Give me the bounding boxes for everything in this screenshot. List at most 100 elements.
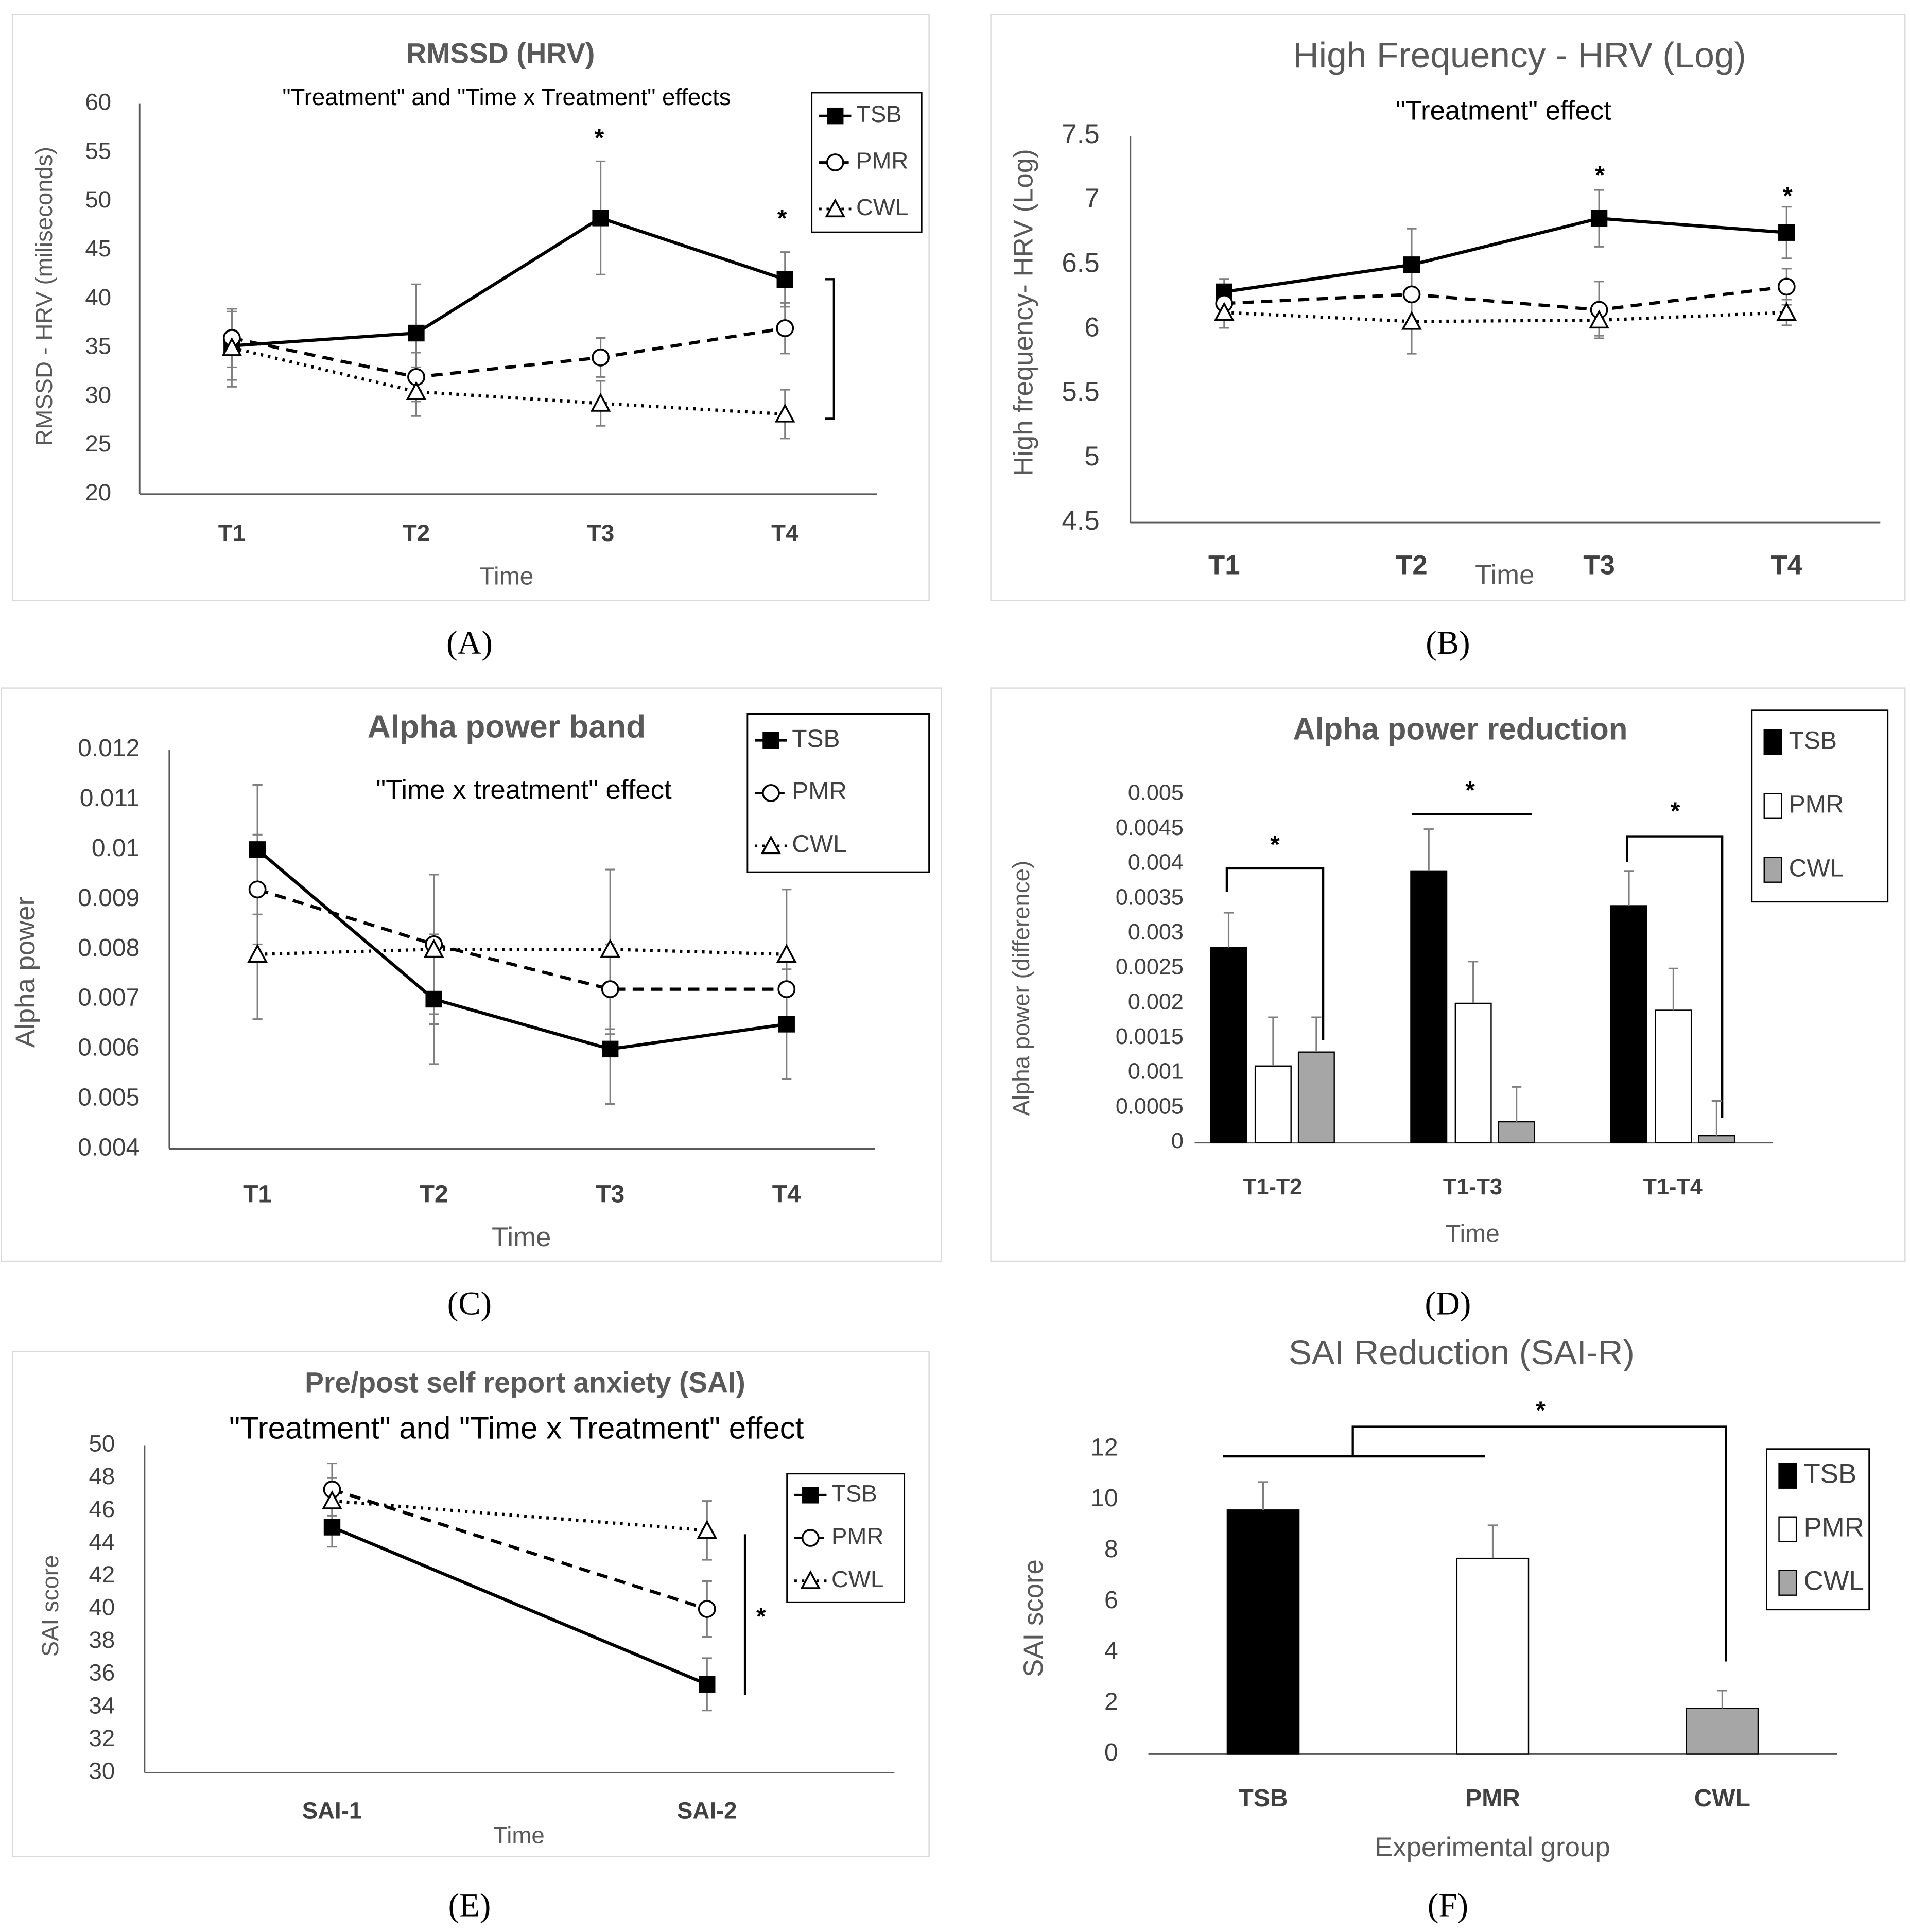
y-tick-label: 50 — [89, 1431, 115, 1457]
y-tick-label: 0.012 — [78, 735, 140, 762]
series-line — [231, 346, 785, 416]
x-tick-label: PMR — [1465, 1785, 1520, 1812]
y-tick-label: 6 — [1104, 1587, 1118, 1614]
panel-label: (A) — [446, 624, 493, 662]
marker — [247, 944, 268, 963]
annotation: * — [1465, 777, 1475, 804]
chart-title: High Frequency - HRV (Log) — [1293, 35, 1746, 75]
bracket — [1626, 835, 1724, 1118]
annotation: * — [1671, 798, 1680, 825]
annotation: * — [1536, 1397, 1546, 1424]
legend-label: TSB — [1804, 1459, 1857, 1489]
marker — [1777, 277, 1796, 296]
legend-marker — [825, 198, 846, 218]
marker — [776, 944, 797, 963]
y-axis-label: High frequency- HRV (Log) — [1009, 149, 1039, 476]
x-tick-label: T2 — [1396, 550, 1428, 580]
y-tick-label: 50 — [85, 186, 111, 213]
marker — [249, 841, 266, 858]
panel-label: (D) — [1425, 1285, 1471, 1322]
y-tick-label: 0.01 — [92, 834, 140, 862]
legend-marker — [762, 732, 779, 749]
series-line — [256, 848, 787, 1051]
chart-title: Alpha power reduction — [1293, 711, 1628, 746]
y-tick-label: 7 — [1084, 183, 1099, 214]
legend-label: TSB — [831, 1480, 877, 1506]
y-tick-label: 0.005 — [78, 1084, 140, 1111]
y-tick-label: 6.5 — [1062, 248, 1099, 278]
bracket — [825, 278, 835, 420]
y-tick-label: 0.007 — [78, 984, 140, 1012]
y-tick-label: 32 — [89, 1725, 115, 1751]
y-tick-label: 6 — [1084, 312, 1099, 342]
panel-label: (F) — [1428, 1887, 1468, 1924]
y-tick-label: 36 — [89, 1660, 115, 1686]
y-tick-label: 8 — [1104, 1536, 1118, 1563]
marker — [322, 1490, 342, 1509]
legend-swatch — [1763, 793, 1782, 819]
annotation: * — [1783, 183, 1793, 210]
legend-label: CWL — [831, 1566, 883, 1592]
marker — [406, 381, 427, 400]
x-tick-label: T1-T3 — [1443, 1175, 1502, 1199]
chart-title: Alpha power band — [368, 709, 646, 744]
x-tick-label: T3 — [1583, 550, 1615, 580]
chart-subtitle: "Treatment" and "Time x Treatment" effec… — [282, 84, 731, 110]
legend-swatch — [1778, 1570, 1797, 1596]
y-tick-label: 0.006 — [78, 1034, 140, 1061]
marker — [698, 1600, 716, 1618]
y-tick-label: 4.5 — [1062, 506, 1099, 536]
x-tick-label: T1 — [1208, 550, 1240, 580]
y-tick-label: 0.002 — [1128, 989, 1184, 1014]
marker — [1401, 310, 1422, 330]
y-tick-label: 60 — [85, 89, 111, 115]
panel-frame — [990, 14, 1906, 601]
bar — [1456, 1557, 1530, 1755]
x-tick-label: CWL — [1694, 1785, 1750, 1812]
y-tick-label: 0.005 — [1128, 780, 1184, 805]
annotation: * — [756, 1603, 766, 1630]
y-tick-label: 20 — [85, 479, 111, 506]
legend-label: TSB — [792, 725, 840, 753]
legend-label: CWL — [1789, 855, 1844, 882]
x-tick-label: T1-T4 — [1643, 1175, 1703, 1199]
y-tick-label: 42 — [89, 1561, 115, 1588]
y-tick-label: 5 — [1084, 441, 1099, 472]
y-tick-label: 0.0005 — [1116, 1094, 1184, 1119]
chart-title: Pre/post self report anxiety (SAI) — [305, 1367, 745, 1399]
marker — [1589, 309, 1609, 329]
series-line — [1224, 285, 1787, 312]
marker — [1776, 302, 1797, 321]
y-tick-label: 0.004 — [78, 1134, 140, 1161]
legend-marker — [802, 1487, 819, 1504]
bar — [1254, 1065, 1292, 1143]
y-tick-label: 0.0015 — [1116, 1024, 1184, 1049]
legend-label: PMR — [1789, 791, 1844, 818]
annotation: * — [777, 205, 787, 232]
chart-title: RMSSD (HRV) — [406, 38, 595, 69]
x-tick-label: T2 — [403, 520, 430, 546]
legend-label: PMR — [1804, 1512, 1864, 1543]
legend-label: TSB — [856, 101, 902, 127]
panel-frame — [11, 1350, 930, 1857]
y-tick-label: 10 — [1090, 1485, 1118, 1512]
series-line — [257, 887, 787, 991]
y-tick-label: 5.5 — [1062, 377, 1099, 407]
y-tick-label: 40 — [85, 284, 111, 310]
legend-label: CWL — [856, 194, 908, 220]
y-tick-label: 4 — [1104, 1638, 1118, 1665]
panel-frame — [990, 687, 1906, 1262]
legend-swatch — [1778, 1516, 1797, 1542]
chart-title: SAI Reduction (SAI-R) — [1289, 1333, 1635, 1372]
legend-label: PMR — [831, 1523, 883, 1550]
marker — [221, 337, 242, 356]
marker — [408, 324, 425, 342]
marker — [590, 392, 611, 412]
marker — [1590, 210, 1608, 227]
bar — [1498, 1121, 1535, 1143]
y-tick-label: 38 — [89, 1627, 115, 1653]
marker — [592, 210, 609, 227]
series-line — [231, 326, 786, 379]
legend-marker — [827, 107, 844, 125]
